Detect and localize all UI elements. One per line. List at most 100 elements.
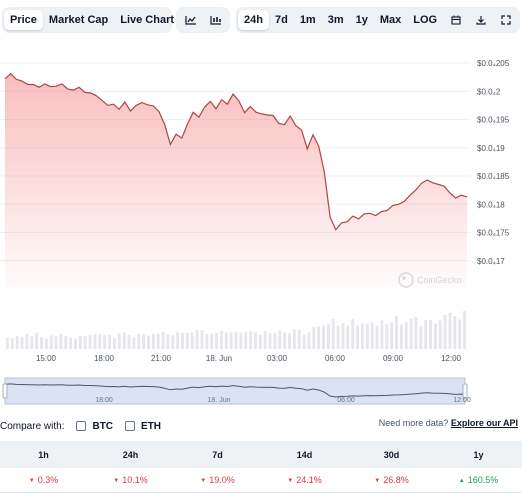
volume-bar <box>69 337 73 349</box>
price-chart[interactable]: CoinGecko $0.0₄205$0.0₄2$0.0₄195$0.0₄19$… <box>0 40 522 370</box>
volume-bar <box>103 334 107 349</box>
volume-bar <box>224 332 228 349</box>
perf-header-14d: 14d <box>261 441 348 468</box>
volume-bar <box>317 326 321 349</box>
volume-bar <box>59 334 63 349</box>
volume-bar <box>312 326 316 349</box>
volume-bar <box>219 330 223 349</box>
volume-bar <box>15 336 19 349</box>
volume-bars <box>5 311 467 349</box>
volume-bar <box>20 337 24 349</box>
perf-change-24h: 10.1% <box>113 475 147 485</box>
range-1y[interactable]: 1y <box>355 14 368 26</box>
volume-bar <box>205 333 209 349</box>
compare-label: Compare with: <box>0 420 65 432</box>
navigator-selection[interactable] <box>4 377 466 405</box>
volume-bar <box>137 333 141 349</box>
navigator-handle-right[interactable] <box>462 383 468 399</box>
volume-bar <box>234 331 238 349</box>
x-axis-labels: 15:00 18:00 21:00 18. Jun 03:00 06:00 09:00 12:… <box>36 354 462 363</box>
compare-btc-checkbox[interactable]: BTC <box>76 421 113 432</box>
calendar-icon[interactable] <box>443 10 468 30</box>
volume-bar <box>171 335 175 349</box>
range-max[interactable]: Max <box>379 14 402 26</box>
volume-bar <box>98 334 102 349</box>
perf-value-30d: 26.8% <box>348 468 435 493</box>
volume-bar <box>30 336 34 349</box>
eth-checkbox-box[interactable] <box>125 421 136 431</box>
volume-bar <box>278 330 282 349</box>
range-3m[interactable]: 3m <box>327 14 344 26</box>
perf-header-7d: 7d <box>174 441 261 468</box>
compare-eth-checkbox[interactable]: ETH <box>125 421 161 432</box>
volume-bar <box>132 337 136 349</box>
volume-bar <box>161 331 165 349</box>
volume-bar <box>142 334 146 349</box>
perf-change-1h: 0.3% <box>29 475 58 485</box>
volume-bar <box>253 332 257 349</box>
range-24h[interactable]: 24h <box>238 10 269 30</box>
volume-bar <box>341 323 345 349</box>
range-navigator[interactable]: 18:00 18. Jun 06:00 12:00 <box>0 372 522 408</box>
chart-type-tabs: Price Market Cap Live Chart↗ <box>2 7 185 33</box>
perf-value-1h: 0.3% <box>0 468 87 493</box>
perf-header-1h: 1h <box>0 441 87 468</box>
line-chart-icon[interactable] <box>178 10 203 30</box>
compare-btc-label: BTC <box>92 420 114 432</box>
tab-market-cap[interactable]: Market Cap <box>48 14 109 26</box>
volume-bar <box>443 314 447 349</box>
volume-bar <box>385 324 389 349</box>
volume-bar <box>273 333 277 349</box>
volume-bar <box>292 329 296 349</box>
volume-bar <box>419 326 423 349</box>
volume-bar <box>351 318 355 349</box>
volume-bar <box>200 330 204 349</box>
perf-value-7d: 19.0% <box>174 468 261 493</box>
volume-bar <box>176 332 180 349</box>
tab-price[interactable]: Price <box>4 10 43 30</box>
volume-bar <box>78 336 82 349</box>
chart-style-toggle <box>176 7 230 33</box>
volume-bar <box>414 317 418 349</box>
volume-bar <box>210 333 214 349</box>
download-icon[interactable] <box>468 10 493 30</box>
candlestick-icon[interactable] <box>203 10 228 30</box>
volume-bar <box>395 315 398 349</box>
perf-value-14d: 24.1% <box>261 468 348 493</box>
time-range-tabs: 24h 7d 1m 3m 1y Max LOG <box>236 7 520 33</box>
coingecko-watermark: CoinGecko <box>398 272 462 288</box>
x-tick-label: 03:00 <box>267 354 288 363</box>
more-data-text: Need more data? <box>378 418 449 428</box>
expand-icon[interactable] <box>493 10 518 30</box>
volume-bar <box>25 333 29 349</box>
y-tick-label: $0.0₄185 <box>477 172 510 181</box>
volume-bar <box>336 325 340 349</box>
volume-bar <box>122 332 126 349</box>
navigator-line <box>4 383 468 398</box>
volume-bar <box>44 338 48 349</box>
volume-bar <box>181 333 184 349</box>
volume-bar <box>302 334 306 349</box>
explore-api-link[interactable]: Explore our API <box>450 418 518 428</box>
log-scale-toggle[interactable]: LOG <box>413 14 438 26</box>
volume-bar <box>433 323 437 349</box>
y-tick-label: $0.0₄17 <box>477 257 505 266</box>
range-7d[interactable]: 7d <box>274 14 288 26</box>
btc-checkbox-box[interactable] <box>76 421 87 431</box>
volume-bar <box>229 332 233 349</box>
volume-bar <box>438 320 442 349</box>
volume-bar <box>239 332 243 349</box>
volume-bar <box>463 311 467 349</box>
volume-bar <box>83 335 87 349</box>
x-tick-label: 18:00 <box>94 354 115 363</box>
range-1m[interactable]: 1m <box>299 14 316 26</box>
volume-bar <box>147 335 150 349</box>
volume-bar <box>88 334 92 349</box>
perf-header-24h: 24h <box>87 441 174 468</box>
more-data-prompt: Need more data? Explore our API <box>379 418 518 428</box>
perf-change-7d: 19.0% <box>200 475 234 485</box>
volume-bar <box>331 318 335 349</box>
volume-bar <box>190 332 194 349</box>
volume-bar <box>244 331 248 349</box>
navigator-handle-left[interactable] <box>2 383 8 399</box>
